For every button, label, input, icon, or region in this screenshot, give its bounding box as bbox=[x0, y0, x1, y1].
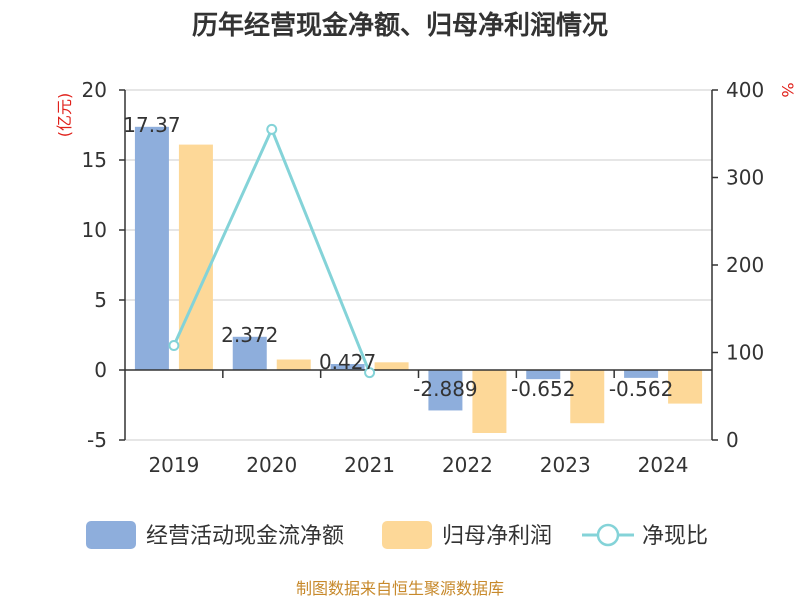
cashflow-bar bbox=[330, 364, 365, 370]
legend: 经营活动现金流净额 归母净利润 净现比 bbox=[86, 521, 708, 549]
legend-marker-ratio bbox=[596, 523, 620, 547]
cashflow-bar bbox=[232, 336, 267, 370]
source-note: 制图数据来自恒生聚源数据库 bbox=[296, 579, 504, 598]
data-labels: 17.37 2.372 0.427 -2.889 -0.652 -0.562 bbox=[123, 113, 673, 401]
bar-value-label: 0.427 bbox=[319, 350, 376, 374]
chart-title: 历年经营现金净额、归母净利润情况 bbox=[192, 10, 608, 41]
right-tick-label: 300 bbox=[726, 166, 764, 190]
x-tick-label: 2021 bbox=[344, 453, 395, 477]
left-tick-label: 5 bbox=[94, 288, 107, 312]
cashflow-bar bbox=[428, 370, 463, 411]
x-tick-label: 2019 bbox=[148, 453, 199, 477]
bar-value-label: 17.37 bbox=[123, 113, 180, 137]
ratio-line bbox=[168, 123, 376, 379]
legend-swatch-cashflow bbox=[86, 521, 136, 549]
profit-bar bbox=[276, 359, 311, 370]
axes: 20 15 10 5 0 -5 400 300 200 100 0 2019 2020 2021 2022 2… bbox=[82, 78, 765, 477]
profit-bar bbox=[472, 370, 507, 433]
right-tick-label: 0 bbox=[726, 428, 739, 452]
profit-bar bbox=[178, 144, 213, 370]
legend-label-profit: 归母净利润 bbox=[442, 524, 552, 549]
cashflow-bar bbox=[624, 370, 659, 378]
bar-value-label: -0.652 bbox=[511, 377, 575, 401]
x-tick-label: 2022 bbox=[442, 453, 493, 477]
left-axis-unit: (亿元) bbox=[55, 93, 74, 138]
right-tick-label: 400 bbox=[726, 78, 764, 102]
cashflow-bar bbox=[526, 370, 561, 380]
bar-value-label: 2.372 bbox=[221, 323, 278, 347]
left-tick-label: 0 bbox=[94, 358, 107, 382]
right-axis-unit: % bbox=[778, 82, 797, 97]
left-tick-label: 20 bbox=[82, 78, 107, 102]
x-tick-label: 2024 bbox=[638, 453, 689, 477]
bars bbox=[134, 126, 703, 433]
x-tick-label: 2023 bbox=[540, 453, 591, 477]
bar-value-label: -0.562 bbox=[609, 377, 673, 401]
ratio-point bbox=[168, 340, 180, 351]
ratio-point bbox=[364, 367, 376, 379]
right-tick-label: 100 bbox=[726, 341, 764, 365]
cashflow-bar bbox=[134, 126, 169, 370]
left-tick-label: 15 bbox=[82, 148, 107, 172]
profit-bar bbox=[570, 370, 605, 424]
ratio-point bbox=[266, 123, 278, 135]
legend-label-ratio: 净现比 bbox=[642, 524, 708, 549]
left-tick-label: -5 bbox=[87, 428, 107, 452]
legend-label-cashflow: 经营活动现金流净额 bbox=[146, 524, 344, 549]
left-tick-label: 10 bbox=[82, 218, 107, 242]
right-tick-label: 200 bbox=[726, 253, 764, 277]
x-tick-label: 2020 bbox=[246, 453, 297, 477]
profit-bar bbox=[668, 370, 703, 404]
legend-swatch-profit bbox=[382, 521, 432, 549]
profit-bar bbox=[374, 362, 409, 370]
bar-value-label: -2.889 bbox=[413, 377, 477, 401]
